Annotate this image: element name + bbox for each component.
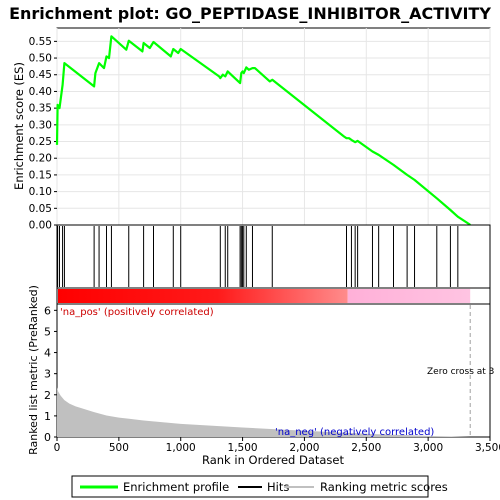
ranking-metric-area: [57, 387, 471, 437]
x-tick-label: 1,500: [228, 442, 258, 454]
metric-y-tick-label: 3: [44, 368, 51, 381]
x-tick-label: 3,000: [413, 442, 443, 454]
rank-bar-positive: [58, 289, 348, 303]
hits-panel-frame: [56, 224, 491, 289]
metric-y-tick-label: 1: [44, 410, 51, 423]
zero-cross-label: Zero cross at 3: [427, 367, 494, 377]
metric-y-tick-label: 2: [44, 389, 51, 402]
hits-markers: [57, 226, 459, 287]
es-y-tick-label: 0.55: [29, 36, 52, 48]
es-y-tick-label: 0.15: [29, 169, 52, 181]
metric-panel-frame: [56, 303, 491, 438]
x-tick-label: 3,500: [475, 442, 500, 454]
es-y-tick-label: 0.10: [29, 186, 52, 198]
positive-correlation-label: 'na_pos' (positively correlated): [60, 307, 214, 318]
x-tick-label: 500: [109, 442, 129, 454]
chart-title: Enrichment plot: GO_PEPTIDASE_INHIBITOR_…: [9, 4, 491, 23]
rank-bar-negative: [347, 289, 471, 303]
es-y-tick-label: 0.20: [29, 153, 52, 165]
metric-y-tick-label: 5: [44, 325, 51, 338]
x-tick-label: 2,500: [351, 442, 381, 454]
es-y-axis-label: Enrichment score (ES): [12, 62, 26, 190]
es-panel: 0.00 0.05 0.10 0.15 0.20 0.25 0.30 0.35 0.40 0.45…: [12, 27, 491, 232]
legend-label-ranking-metric: Ranking metric scores: [320, 480, 448, 494]
es-y-tick-label: 0.40: [29, 86, 52, 98]
rank-color-bar: [56, 287, 491, 305]
metric-y-axis-ticks: 0 1 2 3 4 5 6: [44, 304, 57, 444]
hits-panel: [56, 224, 491, 289]
legend-label-enrichment-profile: Enrichment profile: [123, 480, 229, 494]
x-tick-label: 1,000: [166, 442, 196, 454]
enrichment-profile-line: [55, 35, 471, 226]
x-tick-label: 0: [54, 442, 61, 454]
negative-correlation-label: 'na_neg' (negatively correlated): [275, 427, 434, 438]
legend: Enrichment profile Hits Ranking metric s…: [71, 475, 448, 498]
metric-y-tick-label: 6: [44, 304, 51, 317]
metric-y-axis-label: Ranked list metric (PreRanked): [27, 285, 40, 455]
x-tick-label: 2,000: [289, 442, 319, 454]
es-y-tick-label: 0.50: [29, 53, 52, 65]
es-y-tick-label: 0.05: [29, 203, 52, 215]
metric-y-tick-label: 4: [44, 347, 51, 360]
es-y-axis-ticks: 0.00 0.05 0.10 0.15 0.20 0.25 0.30 0.35 0.40 0.45…: [29, 36, 57, 232]
x-axis-label: Rank in Ordered Dataset: [202, 453, 345, 467]
es-y-tick-label: 0.35: [29, 103, 52, 115]
es-y-tick-label: 0.25: [29, 136, 52, 148]
x-axis-ticks: 0 500 1,000 1,500 2,000 2,500 3,000 3,500: [54, 437, 500, 454]
es-y-tick-label: 0.45: [29, 69, 52, 81]
es-y-tick-label: 0.00: [29, 220, 52, 232]
metric-y-tick-label: 0: [44, 431, 51, 444]
legend-label-hits: Hits: [267, 480, 289, 494]
metric-panel: Zero cross at 3 'na_pos' (positively cor…: [27, 285, 500, 467]
es-y-tick-label: 0.30: [29, 119, 52, 131]
es-panel-frame: [56, 27, 491, 226]
